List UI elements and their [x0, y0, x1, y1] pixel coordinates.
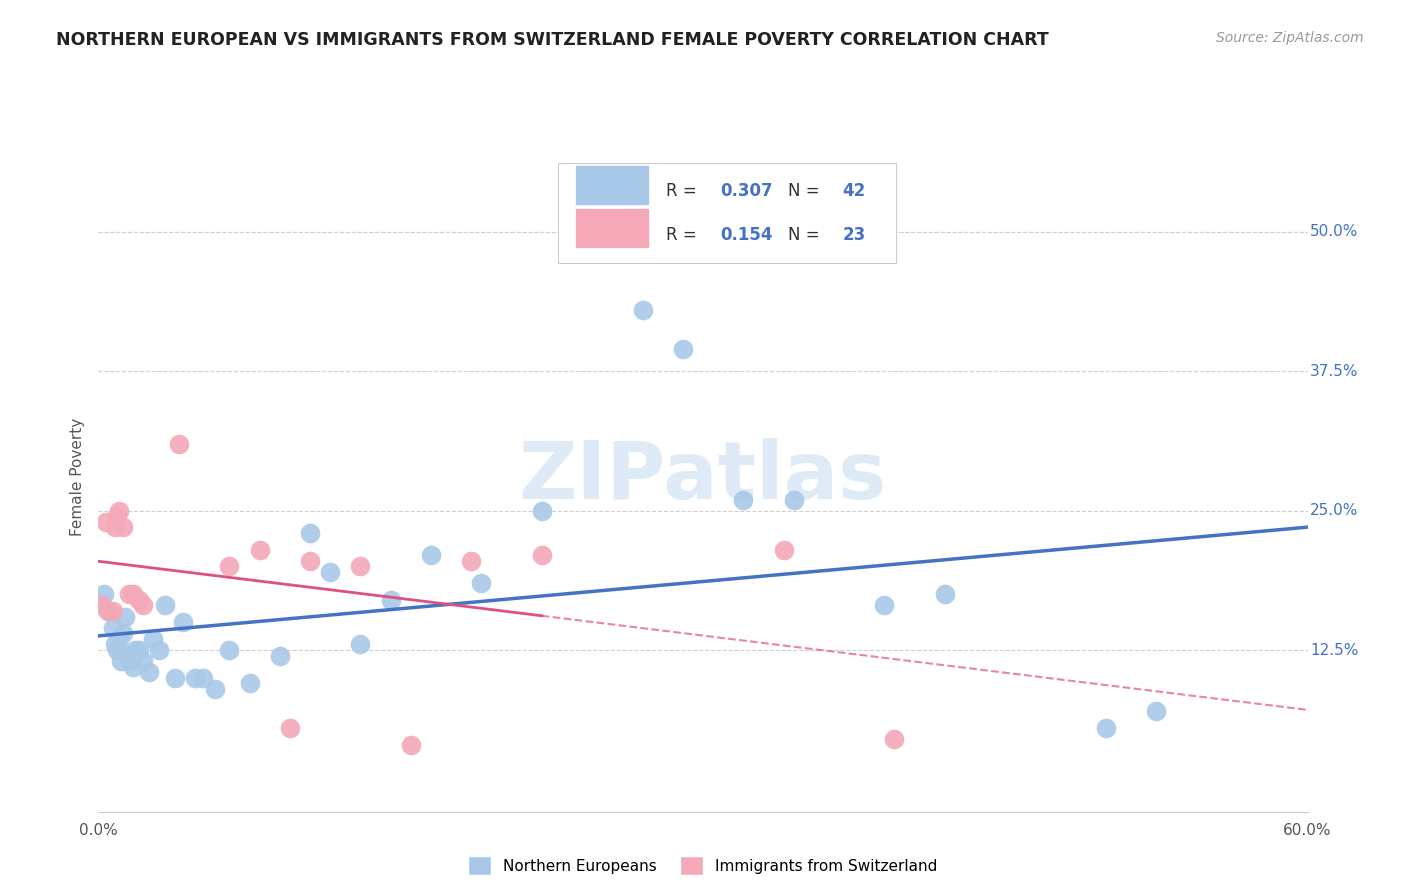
Text: N =: N = — [789, 182, 825, 200]
Point — [132, 599, 155, 613]
Point — [184, 671, 207, 685]
Point — [249, 542, 271, 557]
Point — [128, 592, 150, 607]
Point — [193, 671, 215, 685]
Point — [114, 609, 136, 624]
Point — [107, 503, 129, 517]
Point — [128, 643, 150, 657]
Point — [631, 303, 654, 318]
Point — [118, 648, 141, 663]
Point — [349, 637, 371, 651]
Point — [672, 342, 695, 356]
Point — [97, 604, 120, 618]
Point — [93, 587, 115, 601]
Bar — [575, 165, 650, 205]
Point — [278, 721, 301, 735]
Point — [91, 599, 114, 613]
Text: 0.307: 0.307 — [720, 182, 773, 200]
Point — [934, 587, 956, 601]
Point — [349, 559, 371, 574]
Text: 50.0%: 50.0% — [1310, 225, 1358, 239]
Point — [239, 676, 262, 690]
Point — [107, 632, 129, 646]
Point — [172, 615, 194, 630]
Point — [782, 492, 804, 507]
Point — [120, 654, 142, 668]
Bar — [575, 209, 650, 248]
Point — [204, 681, 226, 696]
Point — [883, 732, 905, 747]
Point — [148, 643, 170, 657]
Text: 42: 42 — [842, 182, 866, 200]
Point — [218, 643, 240, 657]
Point — [121, 660, 143, 674]
Point — [111, 626, 134, 640]
Point — [530, 503, 553, 517]
Point — [118, 587, 141, 601]
Point — [772, 542, 794, 557]
Text: 23: 23 — [842, 226, 866, 244]
Point — [299, 554, 322, 568]
Point — [380, 592, 402, 607]
Point — [124, 643, 146, 657]
Point — [299, 526, 322, 541]
Point — [460, 554, 482, 568]
Point — [167, 437, 190, 451]
Point — [319, 565, 342, 579]
Text: Source: ZipAtlas.com: Source: ZipAtlas.com — [1216, 31, 1364, 45]
Point — [399, 738, 422, 752]
Point — [470, 576, 492, 591]
Text: 37.5%: 37.5% — [1310, 364, 1358, 379]
Legend: Northern Europeans, Immigrants from Switzerland: Northern Europeans, Immigrants from Swit… — [463, 850, 943, 881]
Point — [111, 520, 134, 534]
Point — [1095, 721, 1118, 735]
Point — [103, 637, 125, 651]
Point — [269, 648, 291, 663]
Point — [153, 599, 176, 613]
Point — [132, 654, 155, 668]
Point — [218, 559, 240, 574]
Point — [530, 548, 553, 563]
Point — [733, 492, 755, 507]
Point — [873, 599, 896, 613]
Text: 0.154: 0.154 — [720, 226, 773, 244]
Text: NORTHERN EUROPEAN VS IMMIGRANTS FROM SWITZERLAND FEMALE POVERTY CORRELATION CHAR: NORTHERN EUROPEAN VS IMMIGRANTS FROM SWI… — [56, 31, 1049, 49]
Point — [121, 587, 143, 601]
Point — [105, 643, 128, 657]
Text: 25.0%: 25.0% — [1310, 503, 1358, 518]
Point — [142, 632, 165, 646]
Text: N =: N = — [789, 226, 825, 244]
Point — [101, 604, 124, 618]
Text: ZIPatlas: ZIPatlas — [519, 438, 887, 516]
Point — [103, 520, 125, 534]
Point — [101, 621, 124, 635]
Point — [138, 665, 160, 680]
Point — [110, 654, 132, 668]
Text: 12.5%: 12.5% — [1310, 642, 1358, 657]
Text: R =: R = — [666, 226, 702, 244]
Point — [1144, 705, 1167, 719]
Text: R =: R = — [666, 182, 702, 200]
FancyBboxPatch shape — [558, 163, 897, 263]
Point — [105, 509, 128, 524]
Point — [163, 671, 186, 685]
Y-axis label: Female Poverty: Female Poverty — [69, 418, 84, 536]
Point — [97, 604, 120, 618]
Point — [419, 548, 441, 563]
Point — [96, 515, 118, 529]
